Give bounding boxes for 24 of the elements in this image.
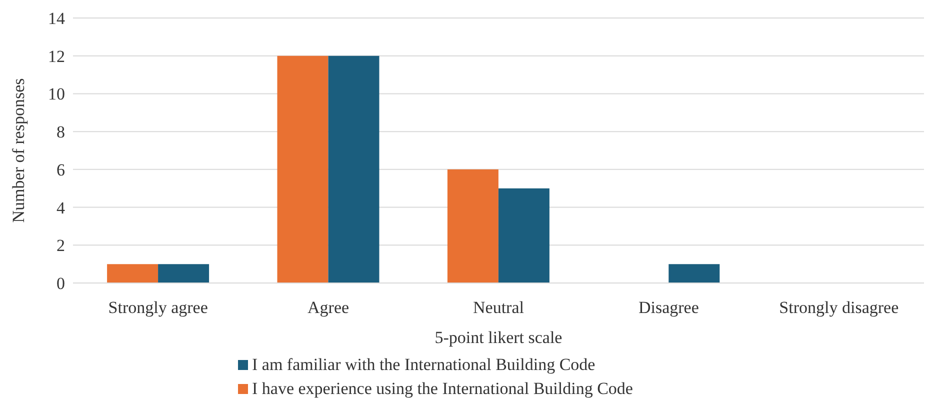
x-tick-label: Agree [308, 298, 350, 318]
y-tick-label: 4 [56, 198, 66, 218]
x-axis-title: 5-point likert scale [434, 328, 562, 347]
x-tick-label: Neutral [473, 298, 524, 318]
y-tick-label: 12 [48, 46, 65, 66]
legend-label: I am familiar with the International Building Code [252, 355, 596, 375]
y-tick-label: 2 [56, 236, 65, 256]
x-tick-label: Disagree [638, 298, 699, 318]
y-tick-label: 14 [48, 9, 66, 28]
bar [668, 264, 720, 283]
y-tick-label: 0 [56, 274, 65, 294]
y-tick-label: 8 [56, 122, 65, 142]
y-tick-label: 10 [48, 84, 65, 104]
legend-label: I have experience using the International Building Code [252, 379, 633, 399]
bar [498, 188, 550, 283]
bar [328, 56, 380, 283]
bar [447, 169, 498, 283]
bar [107, 264, 158, 283]
x-tick-label: Strongly disagree [779, 298, 899, 318]
x-tick-label: Strongly agree [108, 298, 208, 318]
bar [277, 56, 328, 283]
y-tick-label: 6 [56, 160, 65, 180]
y-axis-title: Number of responses [9, 78, 28, 223]
bar [158, 264, 210, 283]
